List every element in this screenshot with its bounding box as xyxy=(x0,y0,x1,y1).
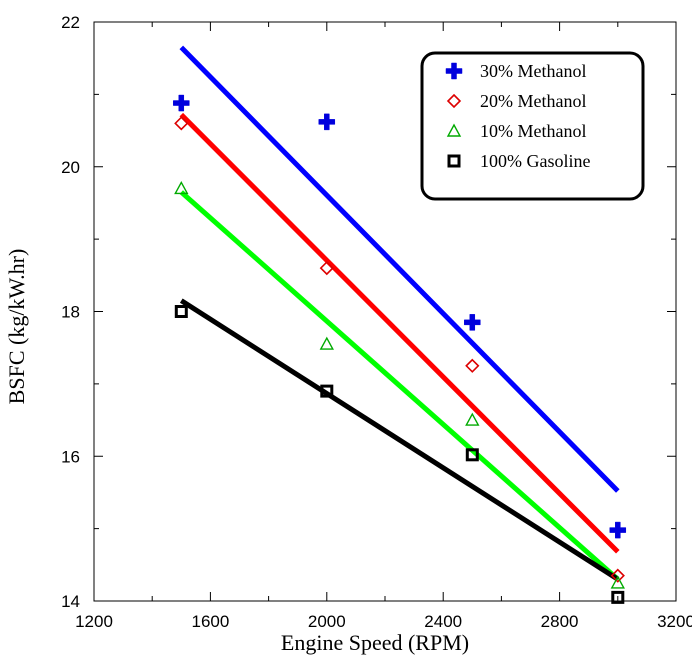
data-point-square xyxy=(611,590,625,604)
fit-line xyxy=(179,112,620,554)
y-tick-label: 22 xyxy=(61,13,80,32)
data-point-diamond xyxy=(610,568,625,583)
data-point-diamond xyxy=(446,93,462,109)
data-point-plus xyxy=(318,113,336,131)
x-tick-label: 1200 xyxy=(75,612,113,631)
data-point-diamond xyxy=(465,358,480,373)
y-tick-label: 16 xyxy=(61,447,80,466)
fit-line xyxy=(179,190,620,582)
y-tick-label: 14 xyxy=(61,592,80,611)
x-tick-label: 1600 xyxy=(191,612,229,631)
y-tick-label: 18 xyxy=(61,303,80,322)
fit-line xyxy=(179,298,620,582)
y-axis-title: BSFC (kg/kW.hr) xyxy=(4,249,29,405)
data-point-diamond xyxy=(174,116,189,131)
data-point-square xyxy=(447,154,461,168)
y-tick-label: 20 xyxy=(61,158,80,177)
data-point-plus xyxy=(464,314,481,331)
fit-line xyxy=(179,45,620,493)
legend-label: 10% Methanol xyxy=(480,121,586,141)
data-point-diamond xyxy=(319,260,334,276)
data-point-square xyxy=(174,305,188,318)
data-point-triangle xyxy=(610,575,625,589)
legend-label: 20% Methanol xyxy=(480,91,586,111)
data-point-square xyxy=(320,384,334,398)
data-point-plus xyxy=(445,62,463,80)
data-point-triangle xyxy=(319,336,334,350)
x-axis-title: Engine Speed (RPM) xyxy=(281,630,469,655)
data-point-triangle xyxy=(446,123,462,137)
legend-label: 30% Methanol xyxy=(480,61,586,81)
data-point-plus xyxy=(609,521,627,539)
data-point-square xyxy=(465,448,479,462)
axes-layer: 1200 1600 2000 2400 2800 3200 14 16 18 20 22 xyxy=(61,13,692,631)
legend: 30% Methanol 20% Methanol 10% Methanol 100%… xyxy=(420,51,645,201)
x-tick-label: 3200 xyxy=(657,612,692,631)
data-point-triangle xyxy=(465,412,480,426)
x-tick-label: 2000 xyxy=(308,612,346,631)
data-points-layer xyxy=(173,94,627,604)
x-tick-label: 2800 xyxy=(541,612,579,631)
x-tick-label: 2400 xyxy=(424,612,462,631)
fit-lines-layer xyxy=(179,45,620,582)
data-point-plus xyxy=(173,94,190,112)
legend-box xyxy=(420,51,645,201)
data-point-triangle xyxy=(174,181,189,195)
legend-label: 100% Gasoline xyxy=(480,151,590,171)
